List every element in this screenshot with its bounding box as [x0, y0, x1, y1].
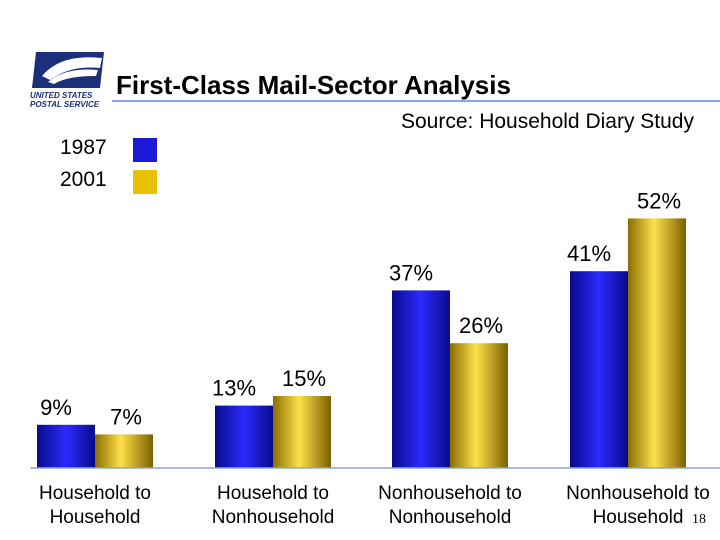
data-label-1987-0: 9%	[40, 395, 72, 420]
title-rule	[112, 100, 720, 102]
category-label-3-line0: Nonhousehold to	[566, 483, 710, 504]
bar-1987-3	[570, 271, 628, 468]
data-label-2001-3: 52%	[637, 188, 681, 213]
category-label-2-line0: Nonhousehold to	[378, 483, 522, 504]
usps-logo: UNITED STATES POSTAL SERVICE	[30, 46, 110, 109]
logo-text-line2: POSTAL SERVICE	[30, 100, 100, 108]
page-title: First-Class Mail-Sector Analysis	[116, 70, 511, 100]
page-number: 18	[692, 512, 706, 527]
bar-2001-2	[450, 343, 508, 468]
bar-1987-0	[37, 424, 95, 468]
category-label-0-line0: Household to	[39, 483, 151, 504]
source-note: Source: Household Diary Study	[401, 110, 694, 133]
logo-text-line1: UNITED STATES	[30, 91, 93, 100]
data-label-2001-0: 7%	[110, 404, 142, 429]
category-label-3-line1: Household	[593, 507, 684, 528]
category-label-1-line1: Nonhousehold	[212, 507, 335, 528]
bar-2001-0	[95, 434, 153, 468]
data-label-2001-2: 26%	[459, 313, 503, 338]
data-label-1987-3: 41%	[567, 241, 611, 266]
data-label-1987-2: 37%	[389, 260, 433, 285]
bar-2001-1	[273, 396, 331, 468]
data-label-1987-1: 13%	[212, 376, 256, 401]
bar-2001-3	[628, 218, 686, 468]
category-label-1-line0: Household to	[217, 483, 329, 504]
data-label-2001-1: 15%	[282, 366, 326, 391]
legend-label-1987: 1987	[60, 136, 107, 159]
bar-1987-2	[392, 290, 450, 468]
legend-label-2001: 2001	[60, 168, 107, 191]
legend-swatch-2001	[133, 170, 157, 194]
category-label-2-line1: Nonhousehold	[389, 507, 512, 528]
category-label-0-line1: Household	[50, 507, 141, 528]
legend-swatch-1987	[133, 138, 157, 162]
bar-1987-1	[215, 405, 273, 468]
